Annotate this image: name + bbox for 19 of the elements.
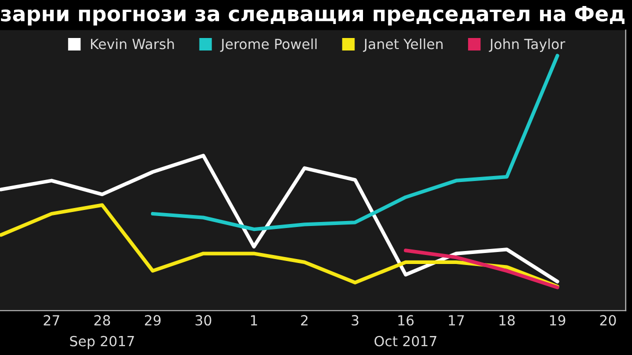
text: Sep 2017 [70,336,134,350]
legend-label: Janet Yellen [362,38,443,52]
x-tick-label: 2 [301,315,308,326]
x-tick-label: 28 [94,315,110,326]
x-tick-label: 17 [448,315,464,326]
x-tick-label: 20 [600,315,616,326]
x-tick-label: 16 [398,315,414,326]
chart-title: зарни прогнози за следващия председател на Фед [1,6,624,26]
x-tick-label: 30 [196,315,212,326]
x-tick-label: 19 [550,315,566,326]
text: Oct 2017 [374,336,436,346]
x-tick-label: 18 [500,315,515,326]
x-tick-label: 3 [352,315,358,326]
x-tick-label: 27 [44,315,60,326]
legend-label: Jerome Powell [220,38,317,52]
x-tick-label: 1 [251,315,258,326]
legend-label: John Taylor [488,38,566,52]
x-tick-label: 29 [144,315,161,326]
legend-label: Kevin Warsh [91,38,174,50]
